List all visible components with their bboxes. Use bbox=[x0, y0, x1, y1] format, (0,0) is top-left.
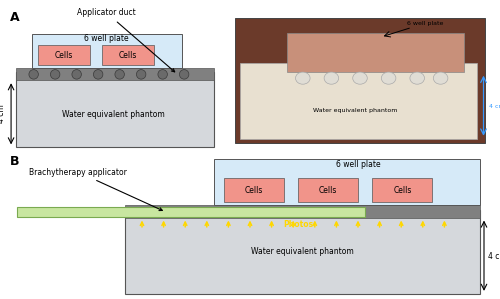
Circle shape bbox=[410, 72, 424, 84]
Text: Brachytherapy applicator: Brachytherapy applicator bbox=[29, 167, 162, 210]
Text: 6 well plate: 6 well plate bbox=[84, 34, 129, 43]
Text: 4 cm: 4 cm bbox=[488, 104, 500, 109]
Bar bbox=[125, 205, 480, 218]
Bar bbox=[240, 63, 477, 139]
Text: Cells: Cells bbox=[393, 185, 411, 195]
Bar bbox=[125, 210, 480, 294]
Bar bbox=[235, 18, 485, 143]
Bar bbox=[16, 68, 214, 80]
Circle shape bbox=[136, 70, 146, 79]
Circle shape bbox=[434, 72, 448, 84]
Circle shape bbox=[324, 72, 338, 84]
Bar bbox=[298, 178, 358, 202]
Text: A: A bbox=[10, 11, 20, 24]
Text: B: B bbox=[10, 155, 20, 168]
Text: Cells: Cells bbox=[119, 51, 138, 60]
Circle shape bbox=[72, 70, 82, 79]
Text: 6 well plate: 6 well plate bbox=[336, 160, 380, 169]
Bar bbox=[102, 45, 154, 65]
Bar bbox=[372, 178, 432, 202]
Circle shape bbox=[180, 70, 189, 79]
Text: Water equivalent phantom: Water equivalent phantom bbox=[252, 247, 354, 256]
Circle shape bbox=[115, 70, 124, 79]
Bar bbox=[32, 34, 182, 68]
Circle shape bbox=[50, 70, 60, 79]
Circle shape bbox=[352, 72, 368, 84]
Bar bbox=[224, 178, 284, 202]
Circle shape bbox=[94, 70, 103, 79]
Circle shape bbox=[296, 72, 310, 84]
Text: Cells: Cells bbox=[244, 185, 263, 195]
Circle shape bbox=[382, 72, 396, 84]
Circle shape bbox=[158, 70, 168, 79]
Bar bbox=[16, 72, 214, 147]
Text: 6 well plate: 6 well plate bbox=[407, 21, 443, 25]
Text: Cells: Cells bbox=[319, 185, 337, 195]
Text: 4 cm: 4 cm bbox=[488, 252, 500, 261]
Bar bbox=[17, 207, 365, 216]
Circle shape bbox=[29, 70, 38, 79]
Bar bbox=[287, 33, 464, 72]
Text: Applicator duct: Applicator duct bbox=[78, 8, 174, 72]
Text: Photos: Photos bbox=[283, 220, 313, 229]
Text: 4 cm: 4 cm bbox=[0, 104, 6, 123]
Bar bbox=[38, 45, 90, 65]
Bar bbox=[214, 159, 480, 205]
Text: Water equivalent phantom: Water equivalent phantom bbox=[62, 110, 164, 119]
Text: Cells: Cells bbox=[54, 51, 73, 60]
Text: Water equivalent phantom: Water equivalent phantom bbox=[312, 108, 397, 113]
